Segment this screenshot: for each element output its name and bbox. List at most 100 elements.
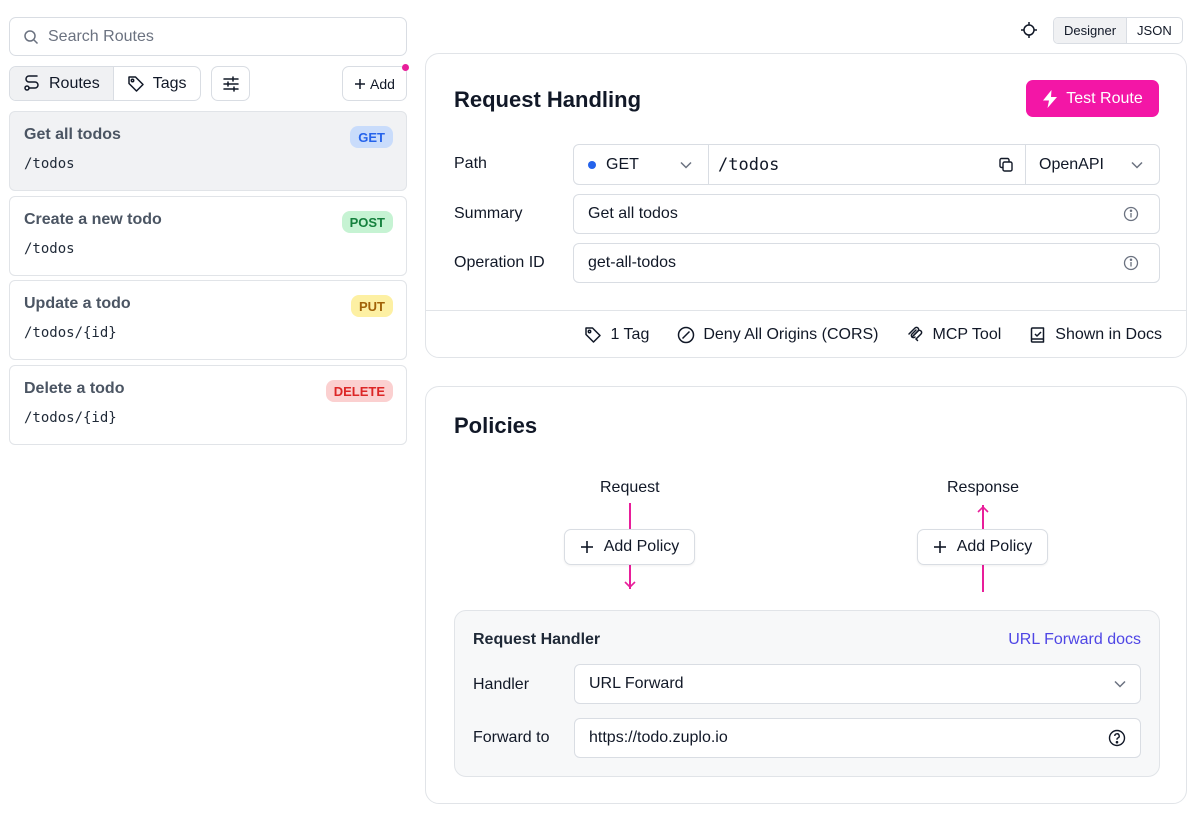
operation-id-label: Operation ID [454, 254, 545, 271]
view-toggle: Designer JSON [1053, 17, 1183, 44]
route-item-update-todo[interactable]: Update a todo /todos/{id} PUT [9, 280, 407, 360]
route-options-bar: 1 Tag Deny All Origins (CORS) MCP Tool S… [426, 310, 1186, 359]
method-dot [588, 160, 596, 169]
summary-label: Summary [454, 205, 523, 222]
info-icon[interactable] [1123, 255, 1143, 271]
add-request-policy-label: Add Policy [603, 538, 680, 555]
method-badge-delete: DELETE [325, 380, 393, 402]
docs-label: Shown in Docs [1055, 326, 1162, 343]
docs-option[interactable]: Shown in Docs [1029, 326, 1162, 344]
copy-icon [998, 157, 1014, 173]
operation-id-value: get-all-todos [588, 254, 677, 271]
cors-option[interactable]: Deny All Origins (CORS) [677, 326, 879, 344]
handler-value: URL Forward [589, 675, 684, 692]
route-title: Update a todo [24, 295, 131, 312]
forward-to-input[interactable]: https://todo.zuplo.io [574, 718, 1141, 758]
test-route-label: Test Route [1066, 89, 1143, 107]
add-response-policy-button[interactable]: Add Policy [917, 529, 1048, 565]
search-input[interactable] [48, 27, 368, 46]
test-route-button[interactable]: Test Route [1026, 80, 1159, 117]
request-handling-card: Request Handling Test Route Path GET /to… [425, 53, 1187, 358]
route-path: /todos/{id} [24, 410, 117, 426]
search-icon [23, 29, 39, 45]
operation-id-field[interactable]: get-all-todos [573, 243, 1160, 283]
sidebar-tab-group: Routes Tags [9, 66, 201, 101]
mcp-label: MCP Tool [932, 326, 1002, 343]
book-icon [1029, 326, 1047, 344]
response-flow-label: Response [947, 479, 1020, 496]
forward-to-value: https://todo.zuplo.io [589, 729, 728, 746]
chevron-down-icon [680, 161, 692, 169]
request-flow-line [629, 503, 631, 529]
tab-routes-label: Routes [49, 74, 100, 92]
designer-view-button[interactable]: Designer [1054, 18, 1128, 43]
plus-icon [580, 540, 594, 554]
spec-type-select[interactable]: OpenAPI [1026, 145, 1159, 184]
summary-value: Get all todos [588, 205, 678, 222]
route-title: Get all todos [24, 126, 121, 143]
route-item-get-all-todos[interactable]: Get all todos /todos GET [9, 111, 407, 191]
help-icon[interactable] [1108, 729, 1126, 747]
mcp-option[interactable]: MCP Tool [907, 326, 1002, 344]
add-request-policy-button[interactable]: Add Policy [564, 529, 695, 565]
route-title: Delete a todo [24, 380, 125, 397]
crosshair-icon[interactable] [1020, 21, 1038, 39]
route-path: /todos [24, 156, 75, 172]
method-badge-get: GET [350, 126, 393, 148]
response-flow-line [982, 565, 984, 592]
request-flow-line [629, 565, 631, 589]
arrow-down-icon [623, 579, 637, 591]
url-forward-docs-link[interactable]: URL Forward docs [1008, 631, 1141, 648]
json-view-button[interactable]: JSON [1137, 23, 1172, 38]
add-route-label: Add [370, 75, 395, 92]
mcp-icon [907, 326, 925, 344]
add-route-button[interactable]: Add [342, 66, 407, 101]
method-value: GET [606, 155, 639, 173]
method-select[interactable]: GET [574, 145, 709, 184]
method-badge-put: PUT [351, 295, 393, 317]
tag-icon [584, 326, 602, 344]
notification-dot [402, 64, 409, 71]
tab-tags[interactable]: Tags [114, 67, 200, 100]
plus-icon [354, 78, 366, 90]
route-title: Create a new todo [24, 211, 162, 228]
copy-button[interactable] [986, 145, 1026, 184]
add-response-policy-label: Add Policy [956, 538, 1033, 555]
route-icon [23, 74, 41, 93]
chevron-down-icon [1131, 161, 1143, 169]
path-field: GET /todos OpenAPI [573, 144, 1160, 185]
sliders-icon [222, 75, 240, 93]
request-flow-label: Request [600, 479, 660, 496]
handler-label: Handler [473, 676, 530, 693]
method-badge-post: POST [341, 211, 393, 233]
route-item-create-todo[interactable]: Create a new todo /todos POST [9, 196, 407, 276]
route-path: /todos/{id} [24, 325, 117, 341]
route-item-delete-todo[interactable]: Delete a todo /todos/{id} DELETE [9, 365, 407, 445]
response-flow-line [982, 505, 984, 529]
tags-label: 1 Tag [610, 326, 650, 343]
search-routes[interactable] [9, 17, 407, 56]
route-path: /todos [24, 241, 75, 257]
tags-option[interactable]: 1 Tag [584, 326, 649, 344]
tab-routes[interactable]: Routes [10, 67, 114, 100]
plus-icon [933, 540, 947, 554]
tag-icon [127, 75, 145, 93]
policies-card: Policies Request Response Add Policy Add… [425, 386, 1187, 804]
policies-title: Policies [454, 413, 538, 438]
no-entry-icon [677, 326, 695, 344]
request-handling-title: Request Handling [454, 87, 642, 112]
chevron-down-icon [1114, 680, 1126, 688]
summary-field[interactable]: Get all todos [573, 194, 1160, 234]
cors-label: Deny All Origins (CORS) [703, 326, 879, 343]
request-handler-title: Request Handler [473, 631, 601, 648]
lightning-icon [1042, 89, 1058, 108]
path-label: Path [454, 155, 487, 172]
handler-select[interactable]: URL Forward [574, 664, 1141, 704]
request-handler-panel: Request Handler URL Forward docs Handler… [454, 610, 1160, 777]
tab-tags-label: Tags [152, 74, 187, 92]
path-input[interactable]: /todos [718, 154, 780, 175]
spec-type-value: OpenAPI [1039, 155, 1104, 173]
forward-to-label: Forward to [473, 729, 550, 746]
info-icon[interactable] [1123, 206, 1143, 222]
filter-button[interactable] [211, 66, 250, 101]
